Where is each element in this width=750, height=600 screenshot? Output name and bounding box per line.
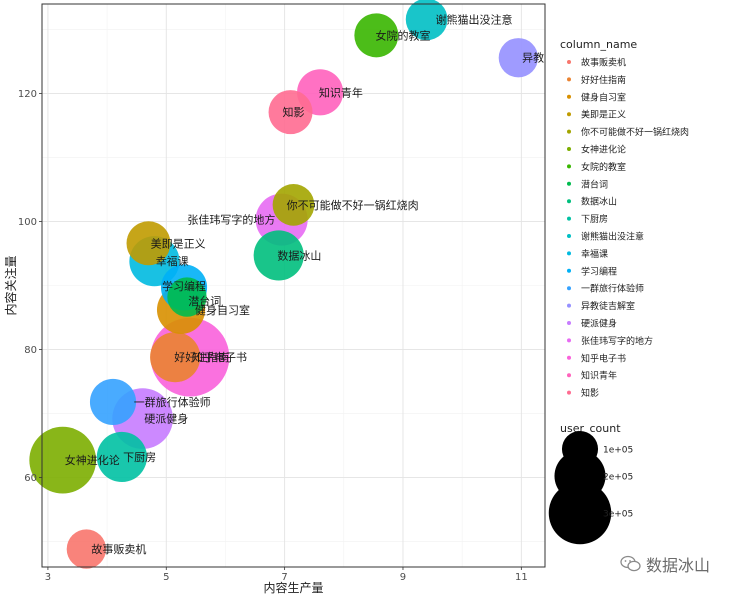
point-label: 知识青年 [319, 85, 363, 99]
point-label: 幸福课 [156, 254, 189, 268]
legend-key [567, 199, 571, 204]
legend-size-label: 2e+05 [603, 473, 633, 483]
legend-key [567, 338, 571, 343]
legend-size-title: user_count [560, 422, 621, 435]
data-point [268, 90, 313, 135]
legend-label: 女神进化论 [581, 144, 626, 156]
data-point [29, 426, 97, 494]
point-label: 学习编程 [162, 279, 206, 293]
point-label: 张佳玮写字的地方 [187, 213, 275, 227]
point-label: 故事贩卖机 [91, 542, 146, 556]
x-tick-label: 9 [400, 572, 406, 583]
legend-label: 张佳玮写字的地方 [581, 335, 653, 347]
point-label: 数据冰山 [277, 248, 321, 262]
point-labels: 谢熊猫出没注意女院的教室异教知识青年知影你不可能做不好一锅红烧肉张佳玮写字的地方… [65, 12, 544, 556]
axes: 3 5 7 9 11 60 80 100 120 内容生产量 内容关注量 [3, 3, 546, 595]
legend-label: 谢熊猫出没注意 [581, 231, 644, 243]
legend-key [567, 373, 571, 378]
x-tick-label: 3 [45, 572, 51, 583]
legend-key [567, 286, 571, 291]
legend-label: 异教徒吉解室 [581, 300, 635, 312]
data-point [498, 38, 539, 78]
legend-label: 你不可能做不好一锅红烧肉 [581, 126, 689, 138]
point-label: 你不可能做不好一锅红烧肉 [287, 198, 419, 212]
data-point [272, 184, 315, 226]
legend-key [567, 112, 571, 117]
legend-key [567, 60, 571, 64]
legend-label: 健身自习室 [581, 91, 626, 103]
legend-key [567, 268, 571, 273]
legend-label: 数据冰山 [581, 196, 617, 208]
x-tick-label: 5 [163, 572, 169, 583]
legend-key [567, 164, 571, 169]
legend-key [567, 355, 571, 360]
panel-border [41, 3, 546, 568]
data-point [89, 378, 137, 426]
x-tick-label: 11 [515, 572, 528, 583]
point-label: 女院的教室 [375, 28, 430, 42]
data-point [253, 230, 304, 281]
y-tick-label: 100 [18, 217, 37, 228]
point-label: 谢熊猫出没注意 [435, 12, 512, 26]
legend-label: 好好住指南 [581, 74, 626, 86]
legend-key [567, 234, 571, 238]
legend-label: 学习编程 [581, 265, 617, 277]
legend-label: 幸福课 [581, 248, 608, 260]
y-axis-title: 内容关注量 [3, 255, 18, 315]
point-label: 一群旅行体验师 [134, 395, 211, 409]
legend-key [567, 251, 571, 256]
legend-key [567, 216, 571, 221]
legend: column_name 故事贩卖机好好住指南健身自习室美即是正义你不可能做不好一锅… [548, 38, 689, 545]
legend-size-label: 1e+05 [603, 446, 633, 456]
point-label: 知乎电子书 [192, 350, 247, 364]
legend-key [567, 321, 571, 325]
data-point [66, 529, 107, 569]
legend-label: 下厨房 [581, 213, 608, 225]
legend-key [567, 303, 571, 308]
legend-label: 潜台词 [581, 178, 608, 190]
data-point [354, 13, 399, 58]
watermark: 数据冰山 [620, 552, 710, 576]
wechat-icon [620, 555, 642, 573]
point-label: 硬派健身 [144, 412, 188, 426]
y-tick-label: 120 [18, 89, 37, 100]
point-label: 潜台词 [188, 294, 221, 308]
x-tick-label: 7 [281, 572, 287, 583]
point-label: 女神进化论 [65, 453, 120, 467]
point-label: 好好住指南 [174, 350, 229, 364]
legend-key [567, 77, 571, 82]
point-label: 异教 [522, 52, 544, 65]
legend-size-label: 3e+05 [603, 510, 633, 520]
data-point [167, 277, 207, 317]
legend-label: 硬派健身 [581, 318, 617, 330]
point-label: 下厨房 [123, 451, 156, 464]
data-point [150, 332, 201, 383]
legend-label: 一群旅行体验师 [581, 283, 644, 295]
legend-key [567, 94, 571, 99]
watermark-text: 数据冰山 [646, 556, 711, 575]
legend-key [567, 147, 571, 151]
legend-label: 知识青年 [581, 370, 617, 382]
legend-label: 女院的教室 [581, 161, 626, 173]
data-point [96, 431, 147, 483]
data-points [29, 0, 539, 569]
legend-label: 故事贩卖机 [581, 57, 626, 69]
data-point [126, 221, 171, 266]
point-label: 健身自习室 [195, 303, 250, 317]
point-label: 知影 [283, 105, 305, 119]
legend-key [567, 390, 571, 395]
data-point [405, 0, 448, 41]
x-axis-title: 内容生产量 [263, 580, 323, 595]
legend-size-key [548, 481, 612, 545]
legend-label: 知影 [581, 387, 599, 399]
legend-label: 美即是正义 [581, 109, 626, 121]
legend-key [567, 181, 571, 186]
legend-color-title: column_name [560, 38, 637, 51]
y-tick-label: 60 [24, 473, 37, 484]
legend-label: 知乎电子书 [581, 352, 626, 364]
point-label: 美即是正义 [151, 237, 206, 250]
y-tick-label: 80 [24, 345, 37, 356]
legend-key [567, 129, 571, 134]
